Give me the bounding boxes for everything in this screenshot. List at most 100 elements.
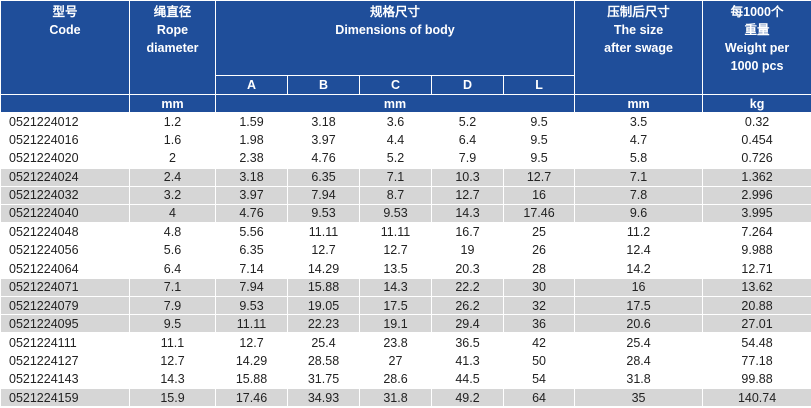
cell-weight: 3.995 — [702, 203, 811, 224]
cell-weight: 20.88 — [702, 295, 811, 316]
table-row: 0521224056 5.6 6.35 12.7 12.7 19 26 12.4 9.988 — [0, 240, 811, 261]
cell-swage-size: 17.5 — [574, 295, 704, 316]
cell-swage-size: 35 — [574, 387, 704, 408]
cell-dim-l: 54 — [502, 369, 576, 389]
table-row: 0521224020 2 2.38 4.76 5.2 7.9 9.5 5.8 0.726 — [0, 148, 811, 169]
cell-swage-size: 31.8 — [574, 369, 704, 389]
cell-dim-d: 6.4 — [431, 130, 504, 150]
cell-rope-diameter: 7.1 — [129, 276, 216, 297]
cell-dim-c: 13.5 — [359, 259, 432, 279]
cell-rope-diameter: 7.9 — [129, 295, 216, 316]
cell-weight: 0.454 — [702, 130, 811, 150]
cell-dim-a: 11.11 — [215, 314, 288, 334]
cell-rope-diameter: 4.8 — [129, 221, 216, 242]
cell-rope-diameter: 6.4 — [129, 259, 216, 279]
table-row: 0521224040 4 4.76 9.53 9.53 14.3 17.46 9.6 3.995 — [0, 203, 811, 224]
cell-swage-size: 5.8 — [574, 148, 704, 169]
cell-dim-b: 4.76 — [287, 148, 360, 169]
cell-weight: 27.01 — [702, 314, 811, 334]
cell-dim-b: 34.93 — [287, 387, 360, 408]
table-row: 0521224024 2.4 3.18 6.35 7.1 10.3 12.7 7.1 1.362 — [0, 166, 811, 187]
cell-dim-a: 2.38 — [215, 148, 288, 169]
table-row: 0521224079 7.9 9.53 19.05 17.5 26.2 32 17.5 20.8… — [0, 295, 811, 316]
cell-dim-a: 5.56 — [215, 221, 288, 242]
unit-rope: mm — [129, 94, 216, 113]
cell-rope-diameter: 3.2 — [129, 185, 216, 205]
cell-dim-c: 17.5 — [359, 295, 432, 316]
cell-dim-c: 31.8 — [359, 387, 432, 408]
cell-weight: 12.71 — [702, 259, 811, 279]
cell-rope-diameter: 15.9 — [129, 387, 216, 408]
cell-dim-a: 3.97 — [215, 185, 288, 205]
header-weight-en-1: Weight per — [724, 41, 790, 55]
cell-rope-diameter: 14.3 — [129, 369, 216, 389]
cell-dim-c: 4.4 — [359, 130, 432, 150]
cell-dim-l: 50 — [502, 351, 576, 371]
header-dimensions-of-body: 规格尺寸 Dimensions of body — [214, 0, 576, 76]
header-code-cn: 型号 — [52, 5, 78, 19]
cell-dim-l: 9.5 — [502, 130, 576, 150]
cell-dim-d: 26.2 — [431, 295, 504, 316]
cell-dim-d: 7.9 — [431, 148, 504, 169]
header-size-after-swage: 压制后尺寸 The size after swage — [574, 0, 704, 95]
cell-rope-diameter: 9.5 — [129, 314, 216, 334]
cell-dim-d: 5.2 — [431, 111, 504, 132]
cell-weight: 0.726 — [702, 148, 811, 169]
table-row: 0521224095 9.5 11.11 22.23 19.1 29.4 36 20.6 27.… — [0, 314, 811, 334]
cell-dim-l: 9.5 — [502, 111, 576, 132]
cell-dim-a: 3.18 — [215, 166, 288, 187]
header-swage-en-2: after swage — [604, 41, 673, 55]
cell-dim-l: 12.7 — [502, 166, 576, 187]
cell-dim-c: 11.11 — [359, 221, 432, 242]
cell-dim-d: 12.7 — [431, 185, 504, 205]
cell-dim-b: 22.23 — [287, 314, 360, 334]
header-swage-cn: 压制后尺寸 — [607, 5, 670, 19]
cell-dim-c: 28.6 — [359, 369, 432, 389]
cell-dim-b: 28.58 — [287, 351, 360, 371]
header-sub-b: B — [287, 75, 360, 95]
header-rope-en-2: diameter — [146, 41, 199, 55]
cell-dim-c: 19.1 — [359, 314, 432, 334]
cell-dim-d: 14.3 — [431, 203, 504, 224]
table-row: 0521224143 14.3 15.88 31.75 28.6 44.5 54 31.8 99… — [0, 369, 811, 389]
cell-dim-l: 16 — [502, 185, 576, 205]
cell-code: 0521224024 — [0, 166, 130, 187]
cell-rope-diameter: 1.6 — [129, 130, 216, 150]
cell-code: 0521224143 — [0, 369, 130, 389]
cell-dim-l: 25 — [502, 221, 576, 242]
cell-dim-c: 27 — [359, 351, 432, 371]
cell-swage-size: 16 — [574, 276, 704, 297]
cell-code: 0521224048 — [0, 221, 130, 242]
cell-dim-l: 28 — [502, 259, 576, 279]
cell-swage-size: 4.7 — [574, 130, 704, 150]
unit-weight: kg — [702, 94, 811, 113]
cell-dim-a: 14.29 — [215, 351, 288, 371]
cell-dim-l: 42 — [502, 332, 576, 353]
cell-dim-d: 20.3 — [431, 259, 504, 279]
header-body-en: Dimensions of body — [335, 23, 455, 37]
cell-weight: 54.48 — [702, 332, 811, 353]
cell-dim-b: 3.18 — [287, 111, 360, 132]
header-sub-a: A — [215, 75, 288, 95]
table-row: 0521224048 4.8 5.56 11.11 11.11 16.7 25 11.2 7.2… — [0, 221, 811, 242]
cell-swage-size: 12.4 — [574, 240, 704, 261]
cell-dim-d: 41.3 — [431, 351, 504, 371]
cell-rope-diameter: 5.6 — [129, 240, 216, 261]
cell-weight: 2.996 — [702, 185, 811, 205]
cell-code: 0521224064 — [0, 259, 130, 279]
header-body-cn: 规格尺寸 — [370, 5, 421, 19]
header-rope-cn: 绳直径 — [153, 5, 192, 19]
cell-dim-b: 12.7 — [287, 240, 360, 261]
header-rope-en-1: Rope — [156, 23, 189, 37]
header-rope-diameter: 绳直径 Rope diameter — [129, 0, 216, 95]
cell-swage-size: 25.4 — [574, 332, 704, 353]
cell-dim-l: 32 — [502, 295, 576, 316]
table-row: 0521224064 6.4 7.14 14.29 13.5 20.3 28 14.2 12.7… — [0, 259, 811, 279]
cell-dim-b: 15.88 — [287, 276, 360, 297]
header-code: 型号 Code — [0, 0, 130, 95]
cell-dim-a: 7.14 — [215, 259, 288, 279]
header-weight-en-2: 1000 pcs — [730, 59, 784, 73]
table-row: 0521224159 15.9 17.46 34.93 31.8 49.2 64 35 140.… — [0, 387, 811, 408]
header-sub-l: L — [502, 75, 576, 95]
